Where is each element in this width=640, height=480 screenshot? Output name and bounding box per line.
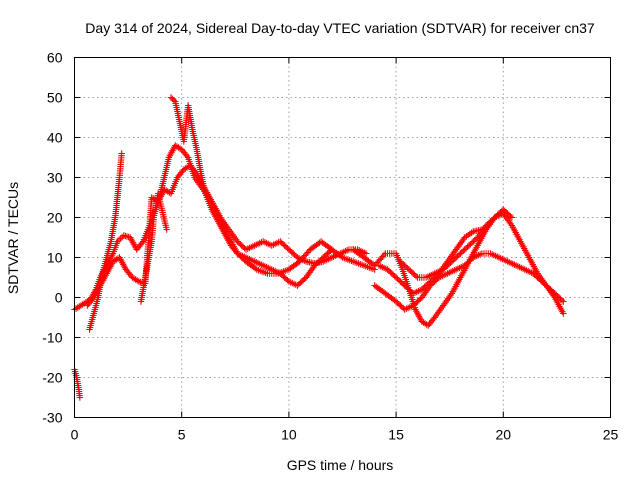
chart-title: Day 314 of 2024, Sidereal Day-to-day VTE… [85, 20, 595, 36]
x-tick-label: 10 [281, 427, 297, 443]
data-point-marker [412, 272, 420, 280]
y-tick-label: 0 [55, 290, 63, 306]
x-tick-label: 0 [71, 427, 79, 443]
x-tick-label: 20 [496, 427, 512, 443]
y-tick-label: 20 [47, 210, 63, 226]
y-tick-label: -20 [42, 370, 62, 386]
data-point-marker [170, 96, 178, 104]
y-tick-label: 50 [47, 90, 63, 106]
data-point-marker [76, 394, 84, 401]
y-tick-label: 40 [47, 130, 63, 146]
y-tick-label: -10 [42, 330, 62, 346]
y-tick-label: -30 [42, 410, 62, 426]
data-point-marker [558, 296, 566, 304]
data-point-marker [560, 298, 567, 305]
data-point-marker [380, 251, 388, 259]
data-point-marker [118, 150, 125, 157]
series-group [397, 206, 516, 281]
data-point-marker [507, 212, 514, 220]
data-point-marker [508, 214, 516, 221]
x-tick-label: 25 [603, 427, 619, 443]
y-tick-label: 10 [47, 250, 63, 266]
y-tick-label: 30 [47, 170, 63, 186]
plot-frame [74, 57, 611, 418]
data-point-marker [252, 265, 259, 272]
x-tick-label: 15 [388, 427, 404, 443]
series-group [137, 190, 170, 305]
grid-lines [74, 57, 611, 418]
data-point-marker [337, 253, 345, 260]
data-point-marker [362, 250, 370, 257]
series-group [167, 94, 378, 277]
series-group [350, 210, 567, 329]
data-points [71, 94, 567, 401]
y-axis-label: SDTVAR / TECUs [5, 182, 21, 294]
y-tick-label: 60 [47, 50, 63, 66]
data-point-marker [163, 226, 170, 233]
series-group [371, 250, 567, 313]
data-point-marker [560, 310, 567, 317]
series-group [375, 226, 486, 297]
series-group [86, 150, 125, 333]
series-group [71, 366, 84, 401]
x-axis-label: GPS time / hours [287, 457, 394, 473]
x-tick-label: 5 [178, 427, 186, 443]
